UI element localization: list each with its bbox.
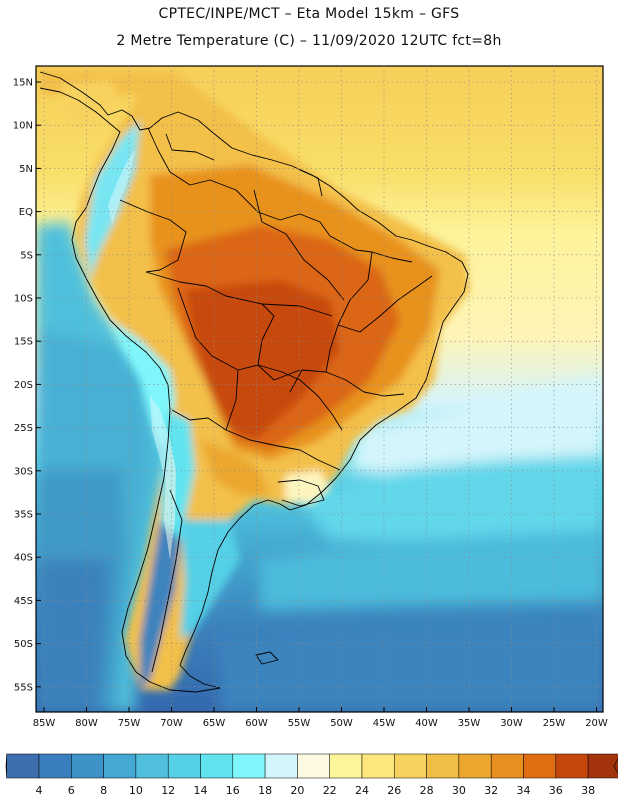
colorbar-tick-label: 22 bbox=[323, 784, 337, 797]
lon-tick-label: 60W bbox=[245, 718, 268, 729]
colorbar-tick-label: 16 bbox=[226, 784, 240, 797]
lon-tick-label: 35W bbox=[458, 718, 481, 729]
colorbar-tick-label: 10 bbox=[129, 784, 143, 797]
colorbar-tick-label: 30 bbox=[452, 784, 466, 797]
lat-tick-label: 35S bbox=[14, 510, 33, 521]
graticule bbox=[36, 66, 603, 712]
lon-tick-label: 40W bbox=[415, 718, 438, 729]
colorbar-tick-label: 34 bbox=[517, 784, 531, 797]
colorbar-segment bbox=[38, 753, 72, 779]
lat-tick-label: 15S bbox=[14, 337, 33, 348]
pacific-ocean-field bbox=[36, 222, 172, 712]
chart-title-line2: 2 Metre Temperature (C) – 11/09/2020 12U… bbox=[116, 33, 502, 49]
colorbar-tick-label: 4 bbox=[36, 784, 43, 797]
lon-tick-label: 75W bbox=[118, 718, 141, 729]
colorbar-tick-label: 20 bbox=[290, 784, 304, 797]
colorbar-segment bbox=[135, 753, 169, 779]
chart-title-line1: CPTEC/INPE/MCT – Eta Model 15km – GFS bbox=[158, 6, 460, 22]
colorbar-segment bbox=[6, 753, 40, 779]
colorbar-tick-label: 38 bbox=[581, 784, 595, 797]
colorbar-tick-label: 18 bbox=[258, 784, 272, 797]
colorbar-tick-label: 14 bbox=[194, 784, 208, 797]
colorbar-segment bbox=[361, 753, 395, 779]
lon-tick-label: 70W bbox=[160, 718, 183, 729]
colorbar-segment bbox=[264, 753, 298, 779]
lat-tick-label: 55S bbox=[14, 682, 33, 693]
lon-tick-label: 80W bbox=[75, 718, 98, 729]
lon-tick-label: 65W bbox=[203, 718, 226, 729]
colorbar-segment bbox=[297, 753, 330, 779]
lat-tick-label: 5S bbox=[20, 250, 33, 261]
lat-tick-label: 40S bbox=[14, 553, 33, 564]
lon-tick-label: 85W bbox=[33, 718, 56, 729]
lat-tick-label: 20S bbox=[14, 380, 33, 391]
colorbar-segment bbox=[426, 753, 460, 779]
lat-tick-label: 30S bbox=[14, 466, 33, 477]
colorbar-tick-label: 24 bbox=[355, 784, 369, 797]
colorbar-tick-label: 8 bbox=[100, 784, 107, 797]
colorbar-segment bbox=[458, 753, 492, 779]
longitude-labels: 85W 80W 75W 70W 65W 60W 55W 50W 45W 40W 35W 30W 25W 2… bbox=[33, 707, 608, 729]
colorbar-segment bbox=[167, 753, 201, 779]
andes-detail bbox=[108, 150, 176, 560]
lon-tick-label: 55W bbox=[288, 718, 311, 729]
continent-temperature-field bbox=[40, 70, 470, 690]
lat-tick-label: 25S bbox=[14, 423, 33, 434]
lon-tick-label: 45W bbox=[373, 718, 396, 729]
map-plot-area bbox=[36, 66, 603, 712]
colorbar-segment bbox=[490, 753, 524, 779]
colorbar-tick-label: 12 bbox=[161, 784, 175, 797]
latitude-labels: 15N 10N 5N EQ 5S 10S 15S 20S 25S 30S 35S 40S 45S 50S 5… bbox=[13, 78, 41, 693]
colorbar-tick-label: 32 bbox=[484, 784, 498, 797]
lat-tick-label: 10S bbox=[14, 294, 33, 305]
lon-tick-label: 50W bbox=[330, 718, 353, 729]
lat-tick-label: 50S bbox=[14, 639, 33, 650]
colorbar-segment bbox=[394, 753, 427, 779]
lon-tick-label: 20W bbox=[585, 718, 608, 729]
lat-tick-label: 45S bbox=[14, 596, 33, 607]
colorbar-segment bbox=[555, 753, 589, 779]
lat-tick-label: 10N bbox=[13, 121, 33, 132]
colorbar-tick-label: 26 bbox=[387, 784, 401, 797]
colorbar-segment bbox=[71, 753, 104, 779]
lat-tick-label: 15N bbox=[13, 78, 33, 89]
lon-tick-label: 30W bbox=[500, 718, 523, 729]
colorbar-tick-label: 6 bbox=[68, 784, 75, 797]
map-frame bbox=[35, 65, 604, 713]
colorbar-over-arrow bbox=[613, 757, 618, 775]
colorbar: 4 6 8 10 12 14 16 18 20 22 24 26 28 30 32 34 36 38 bbox=[5, 753, 618, 797]
lon-tick-label: 25W bbox=[543, 718, 566, 729]
colorbar-segment bbox=[523, 753, 557, 779]
colorbar-segment bbox=[103, 753, 137, 779]
coastlines-and-borders bbox=[39, 71, 469, 693]
colorbar-segment bbox=[329, 753, 363, 779]
lat-tick-label: 5N bbox=[19, 164, 33, 175]
colorbar-tick-label: 28 bbox=[420, 784, 434, 797]
colorbar-segment bbox=[200, 753, 234, 779]
lat-tick-label: EQ bbox=[19, 207, 33, 218]
colorbar-segment bbox=[587, 753, 618, 779]
colorbar-segment bbox=[232, 753, 266, 779]
colorbar-tick-label: 36 bbox=[549, 784, 563, 797]
